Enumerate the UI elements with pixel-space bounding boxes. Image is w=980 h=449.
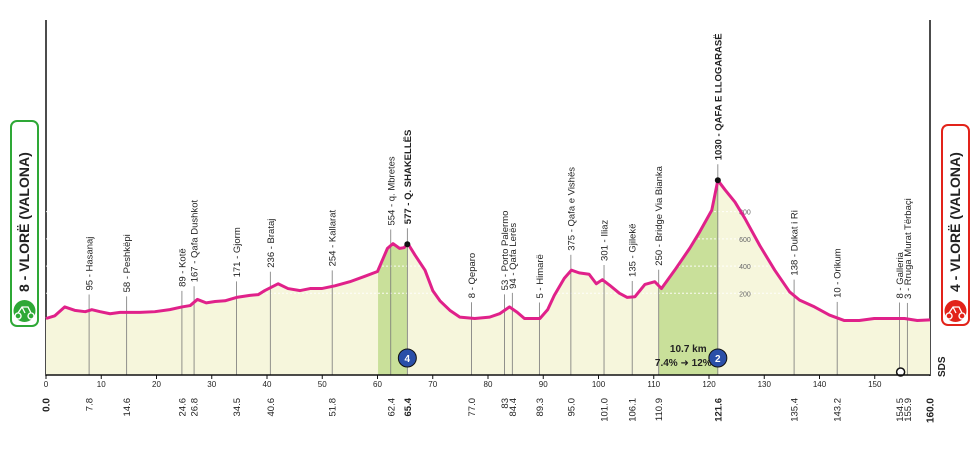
waypoint-km: 77.0 [467, 398, 478, 417]
finish-label: 4 - VLORË (VALONA) [947, 152, 963, 292]
waypoint-km: 110.9 [654, 398, 665, 421]
waypoint-km: 83 [500, 398, 511, 409]
waypoint-label: 250 - Bridge Via Bianka [654, 165, 665, 265]
y-tick-label: 400 [739, 264, 751, 271]
finish-marker [895, 367, 906, 377]
profile-layer: 200 400 600 800 [46, 180, 930, 375]
waypoint-km: 7.8 [85, 398, 96, 411]
y-tick-label: 800 [739, 210, 751, 217]
x-tick-label: 40 [263, 380, 272, 389]
y-tick-label: 200 [739, 291, 751, 298]
waypoint-km: 89.3 [535, 398, 546, 417]
waypoint-km: 106.1 [628, 398, 639, 422]
waypoint-km: 14.6 [122, 398, 133, 417]
waypoint-label: 53 - Porto Palermo [500, 211, 511, 291]
waypoint-km: 95.0 [566, 398, 577, 417]
summit-dot [714, 177, 721, 184]
y-tick-label: 600 [739, 237, 751, 244]
waypoint-label: 10 - Orikum [833, 248, 844, 298]
x-tick-label: 90 [539, 380, 548, 389]
finish-km: 160.0 [926, 398, 937, 423]
x-tick-label: 10 [97, 380, 106, 389]
waypoint-km: 65.4 [403, 397, 414, 416]
waypoint-km: 24.6 [177, 398, 188, 417]
waypoint-km: 62.4 [386, 398, 397, 417]
waypoint-label: 5 - Himarë [535, 254, 546, 298]
start-frame [10, 120, 39, 327]
waypoint-km: 84.4 [508, 398, 519, 417]
climb-length: 10.7 km [670, 344, 707, 355]
waypoint-label: 3 - Rruga Murat Tërbaçi [903, 198, 914, 299]
kom-badge [397, 348, 417, 368]
waypoint-label: 135 - Gjilekë [628, 224, 639, 277]
waypoint-km: 51.8 [328, 398, 339, 417]
x-tick-label: 140 [813, 380, 827, 389]
climb-gradient: 7.4% ➜ 12% [655, 358, 712, 369]
start-km: 0.0 [42, 398, 53, 412]
finish-box: 4 - VLORË (VALONA) [941, 124, 970, 326]
x-tick-label: 60 [373, 380, 382, 389]
x-tick-label: 100 [592, 380, 606, 389]
waypoint-label: 8 - Qeparo [467, 253, 478, 298]
x-tick-label: 0 [44, 380, 49, 389]
waypoint-label: 301 - Iliaz [600, 220, 611, 261]
summit-dot [404, 241, 411, 248]
waypoint-km: 34.5 [232, 398, 243, 417]
x-tick-label: 80 [484, 380, 493, 389]
x-tick-label: 20 [152, 380, 161, 389]
waypoint-label: 375 - Qafa e Vishës [566, 167, 577, 251]
start-box: 8 - VLORË (VALONA) [10, 120, 39, 327]
x-tick-label: 70 [428, 380, 437, 389]
start-label: 8 - VLORË (VALONA) [16, 152, 32, 292]
climb-area [378, 243, 408, 375]
logo: SDS [937, 356, 948, 377]
x-tick-label: 50 [318, 380, 327, 389]
x-tick-label: 150 [868, 380, 882, 389]
waypoint-label: 1030 - QAFA E LLOGARASË [713, 33, 724, 160]
finish-frame [941, 124, 970, 326]
waypoint-label: 171 - Gjorm [232, 227, 243, 277]
kom-category: 2 [715, 354, 721, 365]
waypoint-label: 254 - Kallarat [328, 210, 339, 267]
waypoint-km: 26.8 [190, 398, 201, 417]
waypoint-label: 89 - Kotë [177, 248, 188, 287]
waypoint-label: 236 - Brataj [266, 219, 277, 268]
bike-glyph [945, 306, 966, 320]
waypoint-label: 167 - Qafa Dushkot [190, 200, 201, 283]
waypoint-label: 58 - Peshkëpi [122, 234, 133, 292]
waypoint-km: 143.2 [833, 398, 844, 422]
x-tick-label: 130 [758, 380, 772, 389]
x-tick-label: 120 [702, 380, 716, 389]
waypoint-km: 155.9 [903, 398, 914, 422]
profile-line [45, 178, 931, 323]
climb-area [658, 180, 718, 375]
waypoint-label: 138 - Dukat i Ri [790, 210, 801, 275]
kom-badge [708, 348, 728, 368]
waypoint-label: 554 - q. Mbretes [386, 156, 397, 225]
waypoint-km: 40.6 [266, 398, 277, 417]
waypoint-label: 577 - Q. SHAKELLËS [403, 130, 414, 225]
plot-frame [45, 20, 931, 376]
waypoint-km: 154.5 [895, 398, 906, 422]
x-tick-label: 30 [207, 380, 216, 389]
waypoint-label: 95 - Hasanaj [85, 237, 96, 291]
x-tick-label: 110 [647, 380, 660, 389]
waypoint-km: 101.0 [600, 398, 611, 422]
bike-glyph [14, 306, 35, 320]
waypoint-label: 94 - Qafa Lerës [508, 223, 519, 289]
waypoint-km: 135.4 [790, 398, 801, 422]
waypoint-label: 8 - Galleria [895, 251, 906, 298]
waypoint-km: 121.6 [713, 398, 724, 422]
kom-category: 4 [405, 354, 411, 365]
